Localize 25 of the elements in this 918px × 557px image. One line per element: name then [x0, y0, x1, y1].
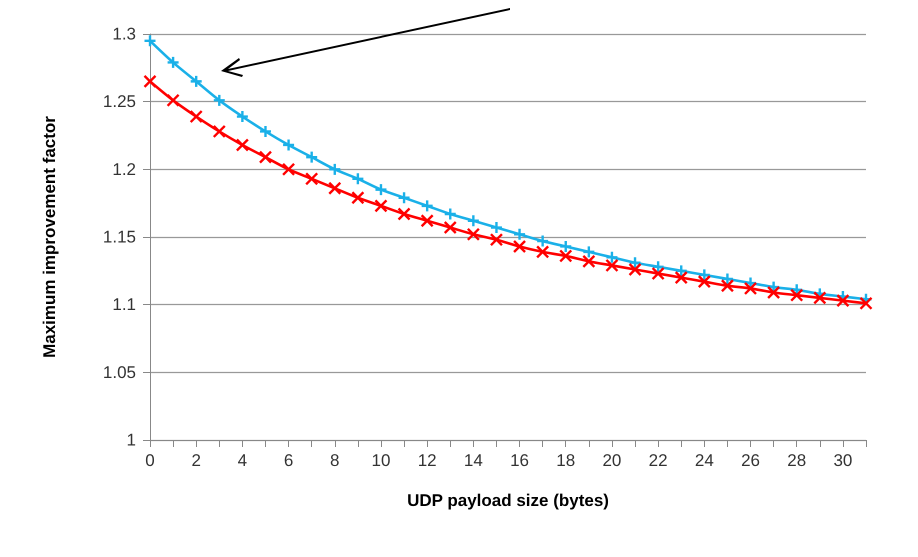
x-tick-label: 4: [238, 451, 248, 470]
x-tick-label: 26: [741, 451, 760, 470]
x-tick-label: 2: [191, 451, 201, 470]
x-tick-label: 22: [648, 451, 668, 470]
y-tick-label: 1.25: [102, 92, 136, 112]
y-tick-label: 1.15: [102, 228, 136, 246]
y-tick-label: 1.05: [102, 362, 136, 382]
x-tick-label: 10: [372, 451, 390, 470]
x-tick-label: 8: [330, 451, 340, 470]
x-tick-label: 30: [833, 451, 852, 470]
x-tick-label: 0: [145, 451, 155, 470]
y-tick-label: 1.3: [112, 24, 136, 44]
y-tick-label: 1.2: [112, 160, 136, 179]
x-tick-label: 28: [787, 451, 806, 470]
y-tick-label: 1: [126, 430, 136, 450]
y-tick-label: 1.1: [112, 295, 136, 314]
x-tick-label: 16: [510, 451, 530, 470]
y-axis-title: Maximum improvement factor: [40, 116, 59, 358]
x-tick-label: 12: [418, 451, 437, 470]
x-tick-label: 6: [284, 451, 294, 470]
x-tick-label: 18: [556, 451, 576, 470]
x-tick-label: 20: [602, 451, 622, 470]
x-tick-label: 14: [464, 451, 483, 470]
x-axis-title: UDP payload size (bytes): [407, 491, 609, 510]
x-tick-label: 24: [694, 451, 714, 470]
